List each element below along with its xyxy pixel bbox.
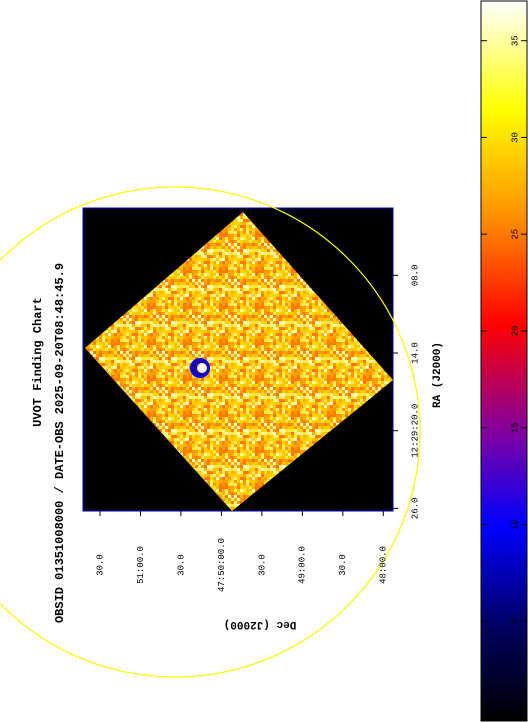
exposure-map: [85, 212, 393, 511]
x-tick-label: 26.0: [410, 498, 420, 520]
y-axis-label: Dec (J2000): [224, 618, 297, 630]
y-tick-label: 48:00.0: [379, 546, 389, 584]
y-tick-label: 47:50:00.0: [217, 538, 227, 592]
colorbar-tick-label: 25: [510, 229, 520, 240]
y-tick-label: 30.0: [338, 554, 348, 576]
x-axis-label: RA (J2000): [432, 342, 444, 408]
colorbar-tick-label: 10: [510, 519, 520, 530]
title: UVOT Finding Chart: [31, 297, 45, 427]
x-tick-label: 14.0: [410, 342, 420, 364]
colorbar: [480, 0, 528, 722]
colorbar-tick-label: 0: [510, 715, 520, 720]
x-tick-label: 08.0: [410, 265, 420, 287]
colorbar-tick-label: 5: [510, 619, 520, 624]
colorbar-tick-label: 35: [510, 35, 520, 46]
y-tick-label: 30.0: [176, 554, 186, 576]
colorbar-tick-label: 30: [510, 132, 520, 143]
source-core: [197, 363, 207, 373]
subtitle: OBSID 01351008000 / DATE-OBS 2025-09-20T…: [53, 263, 67, 623]
x-tick-label: 12:29:20.0: [410, 404, 420, 458]
y-tick-label: 30.0: [257, 554, 267, 576]
colorbar-tick-label: 15: [510, 422, 520, 433]
field-circle: [0, 186, 421, 678]
colorbar-tick-label: 20: [510, 326, 520, 337]
y-tick-label: 49:00.0: [298, 546, 308, 584]
y-tick-label: 30.0: [95, 554, 105, 576]
y-tick-label: 51:00.0: [136, 546, 146, 584]
